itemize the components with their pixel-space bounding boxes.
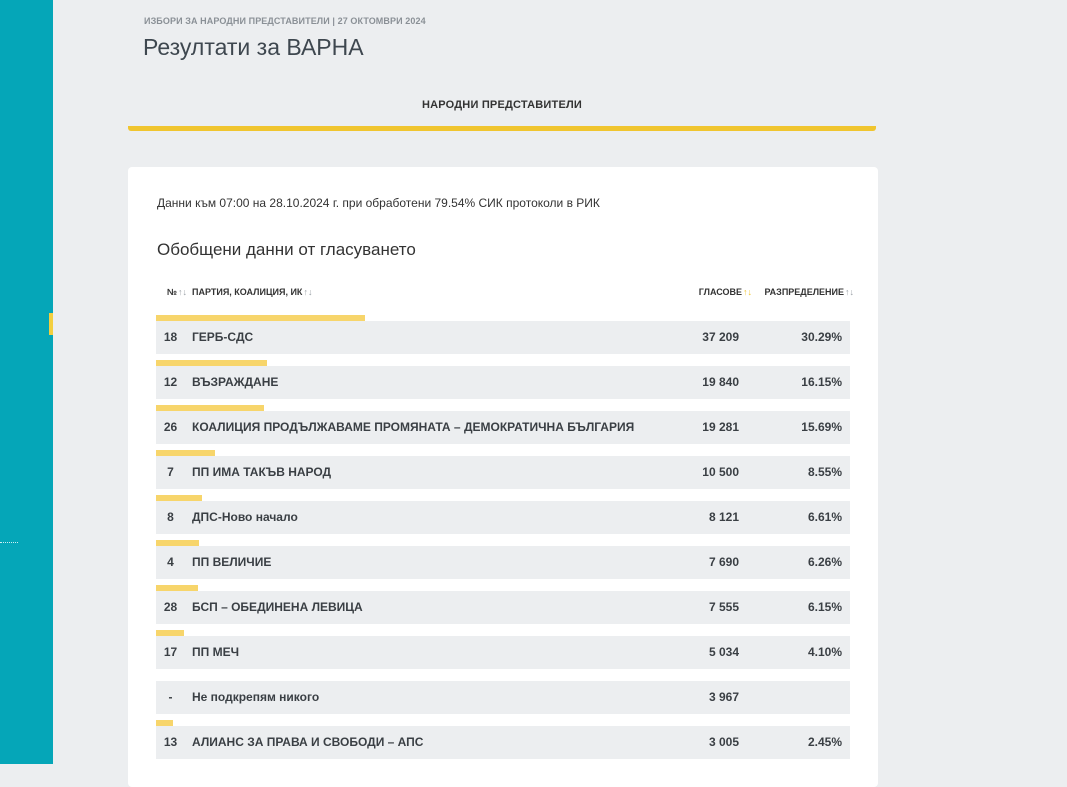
share-bar [156, 540, 200, 546]
party-name: ГЕРБ-СДС [192, 330, 254, 344]
vote-count: 8 121 [708, 510, 739, 524]
row-body: - Не подкрепям никого 3 967 [156, 681, 850, 714]
share-bar [156, 720, 173, 726]
vote-count: 19 281 [702, 420, 739, 434]
share-bar [156, 450, 215, 456]
row-body: 28 БСП – ОБЕДИНЕНА ЛЕВИЦА 7 555 6.15% [156, 591, 850, 624]
row-number: 28 [163, 600, 178, 614]
table-row[interactable]: 7 ПП ИМА ТАКЪВ НАРОД 10 500 8.55% [156, 450, 850, 495]
row-body: 26 КОАЛИЦИЯ ПРОДЪЛЖАВАМЕ ПРОМЯНАТА – ДЕМО… [156, 411, 850, 444]
party-name: ПП ИМА ТАКЪВ НАРОД [192, 465, 332, 479]
column-header-distribution[interactable]: РАЗПРЕДЕЛЕНИЕ↑↓ [764, 287, 854, 297]
row-number: 13 [163, 735, 178, 749]
row-body: 12 ВЪЗРАЖДАНЕ 19 840 16.15% [156, 366, 850, 399]
column-header-number[interactable]: №↑↓ [167, 287, 188, 297]
row-number: 17 [163, 645, 178, 659]
vote-percentage: 16.15% [801, 375, 842, 389]
sidebar-dotted-divider [0, 542, 18, 543]
vote-count: 3 005 [708, 735, 739, 749]
share-bar [156, 630, 185, 636]
table-row[interactable]: 26 КОАЛИЦИЯ ПРОДЪЛЖАВАМЕ ПРОМЯНАТА – ДЕМО… [156, 405, 850, 450]
row-number: 4 [167, 555, 174, 569]
table-row[interactable]: 4 ПП ВЕЛИЧИЕ 7 690 6.26% [156, 540, 850, 585]
section-title: Обобщени данни от гласуването [157, 240, 416, 259]
vote-percentage: 30.29% [801, 330, 842, 344]
vote-percentage: 2.45% [807, 735, 842, 749]
share-bar [156, 315, 365, 321]
vote-count: 3 967 [708, 690, 739, 704]
share-bar [156, 405, 265, 411]
tab-national-representatives[interactable]: НАРОДНИ ПРЕДСТАВИТЕЛИ [128, 95, 876, 131]
vote-count: 10 500 [702, 465, 739, 479]
vote-percentage: 6.61% [807, 510, 842, 524]
table-row[interactable]: - Не подкрепям никого 3 967 [156, 675, 850, 720]
party-name: ДПС-Ново начало [192, 510, 298, 524]
table-row[interactable]: 18 ГЕРБ-СДС 37 209 30.29% [156, 315, 850, 360]
column-header-party[interactable]: ПАРТИЯ, КОАЛИЦИЯ, ИК↑↓ [192, 287, 313, 297]
table-row[interactable]: 8 ДПС-Ново начало 8 121 6.61% [156, 495, 850, 540]
table-row[interactable]: 17 ПП МЕЧ 5 034 4.10% [156, 630, 850, 675]
row-body: 4 ПП ВЕЛИЧИЕ 7 690 6.26% [156, 546, 850, 579]
party-name: ВЪЗРАЖДАНЕ [192, 375, 279, 389]
table-header: №↑↓ ПАРТИЯ, КОАЛИЦИЯ, ИК↑↓ ГЛАСОВЕ↑↓ РАЗ… [156, 285, 854, 299]
party-name: ПП ВЕЛИЧИЕ [192, 555, 272, 569]
row-body: 17 ПП МЕЧ 5 034 4.10% [156, 636, 850, 669]
share-bar [156, 360, 268, 366]
party-name: АЛИАНС ЗА ПРАВА И СВОБОДИ – АПС [192, 735, 424, 749]
row-number: 12 [163, 375, 178, 389]
vote-percentage: 4.10% [807, 645, 842, 659]
results-card: Данни към 07:00 на 28.10.2024 г. при обр… [128, 167, 878, 787]
sidebar-active-marker [49, 313, 53, 335]
vote-percentage: 6.15% [807, 600, 842, 614]
vote-percentage: 8.55% [807, 465, 842, 479]
column-header-votes[interactable]: ГЛАСОВЕ↑↓ [698, 287, 752, 297]
party-name: Не подкрепям никого [192, 690, 320, 704]
share-bar [156, 585, 199, 591]
row-number: - [168, 690, 173, 704]
results-table-body: 18 ГЕРБ-СДС 37 209 30.29% 12 ВЪЗРАЖДАНЕ 19 840… [156, 315, 850, 765]
data-status-text: Данни към 07:00 на 28.10.2024 г. при обр… [157, 196, 600, 210]
table-row[interactable]: 12 ВЪЗРАЖДАНЕ 19 840 16.15% [156, 360, 850, 405]
sort-icon: ↑↓ [178, 287, 188, 297]
table-row[interactable]: 13 АЛИАНС ЗА ПРАВА И СВОБОДИ – АПС 3 005 2.… [156, 720, 850, 765]
page-title: Резултати за ВАРНА [143, 34, 364, 60]
vote-count: 7 690 [708, 555, 739, 569]
sort-active-icon: ↑↓ [743, 287, 752, 297]
vote-count: 19 840 [702, 375, 739, 389]
vote-count: 37 209 [702, 330, 739, 344]
vote-percentage: 6.26% [807, 555, 842, 569]
row-number: 8 [167, 510, 174, 524]
row-body: 7 ПП ИМА ТАКЪВ НАРОД 10 500 8.55% [156, 456, 850, 489]
left-sidebar [0, 0, 53, 764]
row-body: 8 ДПС-Ново начало 8 121 6.61% [156, 501, 850, 534]
row-body: 18 ГЕРБ-СДС 37 209 30.29% [156, 321, 850, 354]
vote-percentage: 15.69% [801, 420, 842, 434]
vote-count: 7 555 [708, 600, 739, 614]
row-body: 13 АЛИАНС ЗА ПРАВА И СВОБОДИ – АПС 3 005 2.… [156, 726, 850, 759]
party-name: ПП МЕЧ [192, 645, 240, 659]
tab-label: НАРОДНИ ПРЕДСТАВИТЕЛИ [421, 99, 583, 111]
row-number: 26 [163, 420, 178, 434]
row-number: 18 [163, 330, 178, 344]
party-name: БСП – ОБЕДИНЕНА ЛЕВИЦА [192, 600, 363, 614]
share-bar [156, 495, 202, 501]
row-number: 7 [167, 465, 174, 479]
table-row[interactable]: 28 БСП – ОБЕДИНЕНА ЛЕВИЦА 7 555 6.15% [156, 585, 850, 630]
sort-icon: ↑↓ [303, 287, 313, 297]
sort-icon: ↑↓ [845, 287, 854, 297]
election-subtitle: ИЗБОРИ ЗА НАРОДНИ ПРЕДСТАВИТЕЛИ | 27 ОКТ… [144, 16, 426, 26]
party-name: КОАЛИЦИЯ ПРОДЪЛЖАВАМЕ ПРОМЯНАТА – ДЕМОКР… [192, 420, 635, 434]
vote-count: 5 034 [708, 645, 739, 659]
